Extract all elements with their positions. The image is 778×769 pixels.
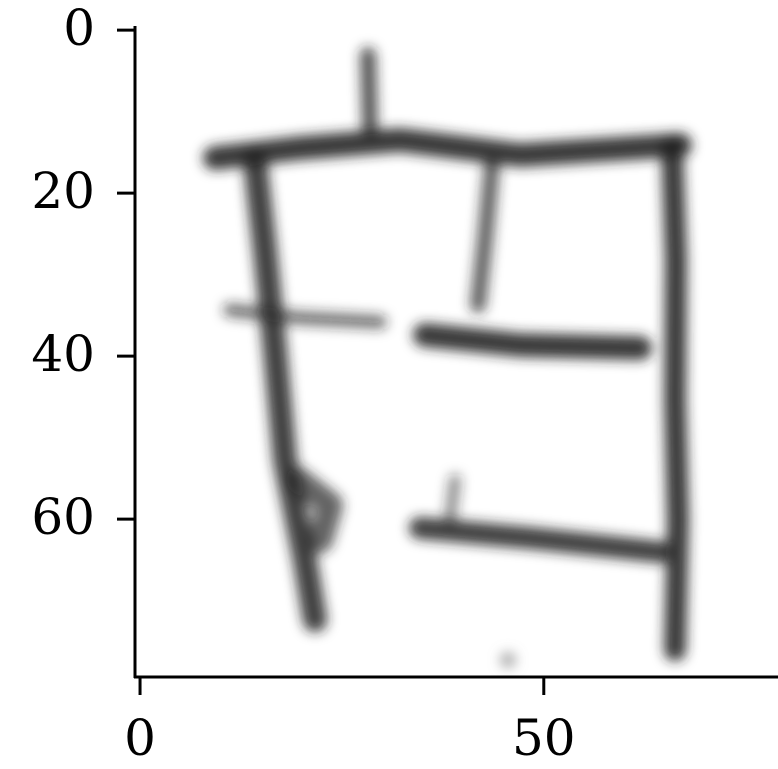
stroke bbox=[661, 134, 689, 661]
x-tick-label: 50 bbox=[512, 709, 576, 767]
y-tick-label: 0 bbox=[63, 0, 95, 57]
stroke bbox=[243, 148, 327, 632]
character-image bbox=[203, 47, 692, 668]
y-tick-label: 60 bbox=[31, 488, 95, 546]
stroke bbox=[444, 474, 461, 526]
x-tick-label: 0 bbox=[124, 709, 156, 767]
stroke bbox=[285, 467, 343, 553]
stroke bbox=[413, 323, 652, 360]
stroke bbox=[203, 128, 692, 170]
speck bbox=[500, 652, 516, 668]
axes: 0 20 40 60 0 50 bbox=[31, 0, 575, 767]
stroke bbox=[360, 47, 378, 138]
y-tick-label: 40 bbox=[31, 325, 95, 383]
y-tick-label: 20 bbox=[31, 162, 95, 220]
stroke bbox=[409, 517, 671, 563]
stroke bbox=[470, 157, 500, 313]
stroke bbox=[223, 303, 387, 329]
